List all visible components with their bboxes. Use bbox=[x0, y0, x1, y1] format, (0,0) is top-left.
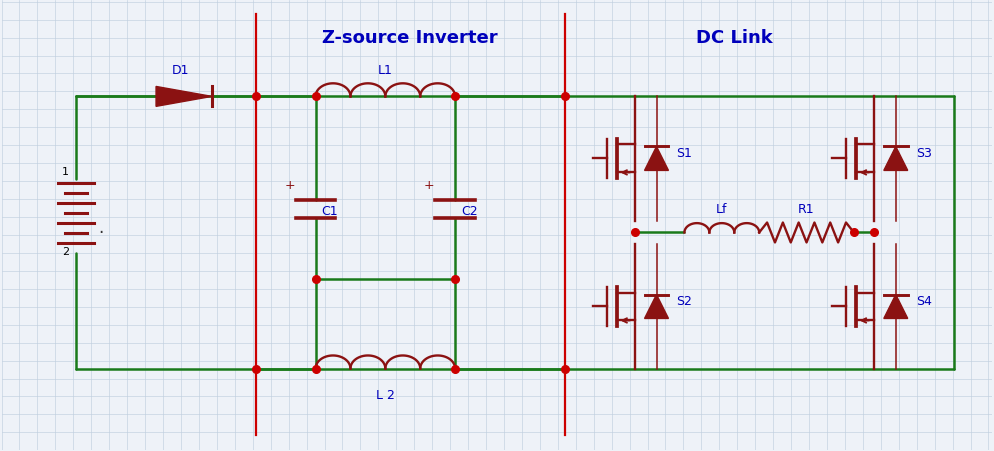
Text: C1: C1 bbox=[321, 204, 338, 217]
Text: S2: S2 bbox=[677, 295, 693, 307]
Text: S1: S1 bbox=[677, 147, 693, 160]
Polygon shape bbox=[156, 87, 212, 107]
Text: C2: C2 bbox=[461, 204, 478, 217]
Text: R1: R1 bbox=[798, 202, 815, 215]
Text: Z-source Inverter: Z-source Inverter bbox=[322, 28, 498, 46]
Text: 1: 1 bbox=[63, 167, 70, 177]
Text: +: + bbox=[284, 178, 295, 191]
Text: L1: L1 bbox=[378, 64, 393, 77]
Polygon shape bbox=[644, 147, 669, 171]
Polygon shape bbox=[884, 295, 908, 319]
Text: 2: 2 bbox=[63, 246, 70, 256]
Text: .: . bbox=[98, 218, 103, 236]
Text: Lf: Lf bbox=[716, 202, 728, 215]
Text: L 2: L 2 bbox=[376, 389, 395, 401]
Text: +: + bbox=[423, 178, 434, 191]
Polygon shape bbox=[644, 295, 669, 319]
Text: S4: S4 bbox=[915, 295, 931, 307]
Text: S3: S3 bbox=[915, 147, 931, 160]
Text: D1: D1 bbox=[172, 64, 190, 77]
Polygon shape bbox=[884, 147, 908, 171]
Text: DC Link: DC Link bbox=[696, 28, 772, 46]
